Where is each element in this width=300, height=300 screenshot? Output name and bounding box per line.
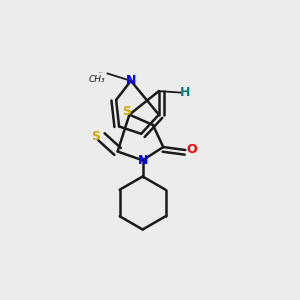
- Text: N: N: [126, 74, 136, 87]
- Text: O: O: [186, 143, 196, 157]
- Text: H: H: [180, 86, 190, 99]
- Text: S: S: [91, 130, 100, 143]
- Text: CH₃: CH₃: [88, 75, 105, 84]
- Text: methyl: methyl: [99, 71, 104, 73]
- Text: S: S: [122, 105, 131, 118]
- Text: N: N: [137, 154, 148, 167]
